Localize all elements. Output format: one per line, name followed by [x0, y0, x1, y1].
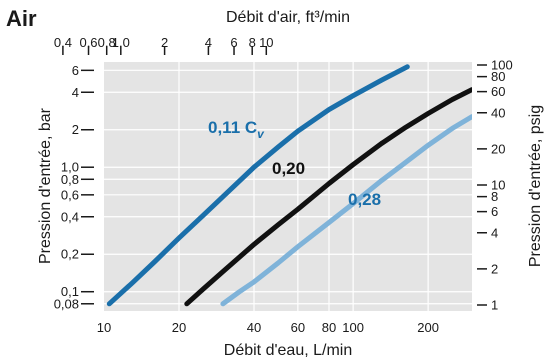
y2-tick-label-6: 6 — [491, 204, 498, 219]
x-tick-label-80: 80 — [322, 320, 336, 335]
x-tick-label-40: 40 — [247, 320, 261, 335]
x-tick-label-60: 60 — [291, 320, 305, 335]
y-tick-label-0,1: 0,1 — [61, 284, 79, 299]
series-label-0-20: 0,20 — [272, 159, 305, 178]
x2-tick-label-10: 10 — [259, 35, 273, 50]
series-line-0 — [106, 64, 410, 307]
y-tick-label-6: 6 — [72, 63, 79, 78]
x-tick-label-200: 200 — [417, 320, 439, 335]
series-label-0-11-cv: 0,11 Cv — [208, 118, 265, 141]
y-tick-label-2: 2 — [72, 122, 79, 137]
x2-tick-label-1,0: 1,0 — [112, 35, 130, 50]
chart-title: Air — [6, 6, 37, 31]
y-tick-label-0,2: 0,2 — [61, 247, 79, 262]
x2-tick-label-4: 4 — [205, 35, 212, 50]
x-tick-label-20: 20 — [172, 320, 186, 335]
x2-tick-label-0,6: 0,6 — [79, 35, 97, 50]
x2-tick-label-0,8: 0,8 — [98, 35, 116, 50]
series-label-0-11-cv-text: 0,11 C — [208, 118, 257, 137]
x-tick-label-10: 10 — [97, 320, 111, 335]
y-axis-title: Pression d'entrée, bar — [37, 107, 54, 264]
y2-tick-label-8: 8 — [491, 189, 498, 204]
series-line-2 — [220, 114, 472, 307]
series-layer — [106, 64, 472, 307]
y-tick-label-0,6: 0,6 — [61, 187, 79, 202]
x2-tick-label-6: 6 — [230, 35, 237, 50]
y-tick-label-0,08: 0,08 — [54, 296, 79, 311]
x2-tick-label-8: 8 — [249, 35, 256, 50]
y-tick-label-1,0: 1,0 — [61, 160, 79, 175]
y-tick-label-4: 4 — [72, 85, 79, 100]
x-tick-label-100: 100 — [342, 320, 364, 335]
y-tick-label-0,8: 0,8 — [61, 172, 79, 187]
series-line-1 — [184, 87, 472, 307]
y2-tick-label-20: 20 — [491, 141, 505, 156]
series-label-0-11-cv-sub: v — [257, 127, 265, 141]
y2-tick-label-1: 1 — [491, 298, 498, 313]
x2-axis-title: Débit d'air, ft³/min — [226, 9, 350, 26]
y2-tick-label-2: 2 — [491, 261, 498, 276]
y2-tick-label-80: 80 — [491, 69, 505, 84]
grid — [104, 62, 472, 311]
x-axis-title: Débit d'eau, L/min — [224, 342, 352, 359]
y2-tick-label-100: 100 — [491, 58, 513, 73]
y2-tick-label-10: 10 — [491, 178, 505, 193]
x2-tick-label-2: 2 — [161, 35, 168, 50]
y2-tick-label-4: 4 — [491, 225, 498, 240]
series-label-0-28: 0,28 — [348, 190, 381, 209]
y2-tick-label-40: 40 — [491, 105, 505, 120]
y2-axis-title: Pression d'entrée, psig — [527, 105, 544, 267]
x2-tick-label-0,4: 0,4 — [54, 35, 72, 50]
y-tick-label-0,4: 0,4 — [61, 209, 79, 224]
y2-tick-label-60: 60 — [491, 84, 505, 99]
plot-area — [104, 62, 472, 311]
